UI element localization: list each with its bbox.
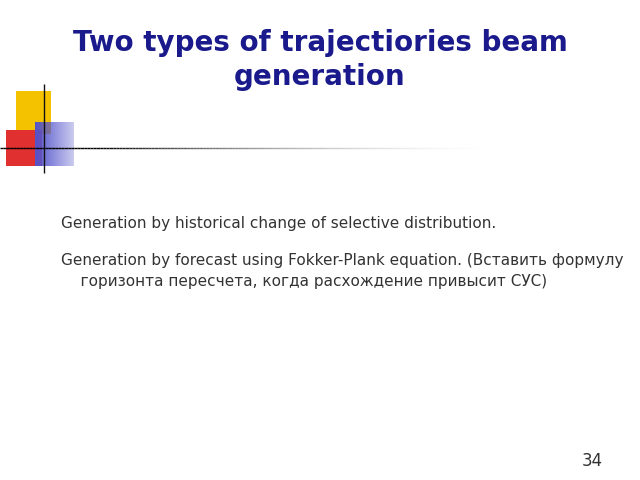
Bar (6, 130, 42, 166)
Text: Generation by forecast using Fokker-Plank equation. (Вставить формулу
    горизо: Generation by forecast using Fokker-Plan… (61, 253, 623, 289)
Text: Generation by historical change of selective distribution.: Generation by historical change of selec… (61, 216, 496, 231)
Text: 34: 34 (581, 452, 603, 470)
Text: Two types of trajectiories beam
generation: Two types of trajectiories beam generati… (72, 29, 568, 91)
Bar (16, 91, 51, 134)
